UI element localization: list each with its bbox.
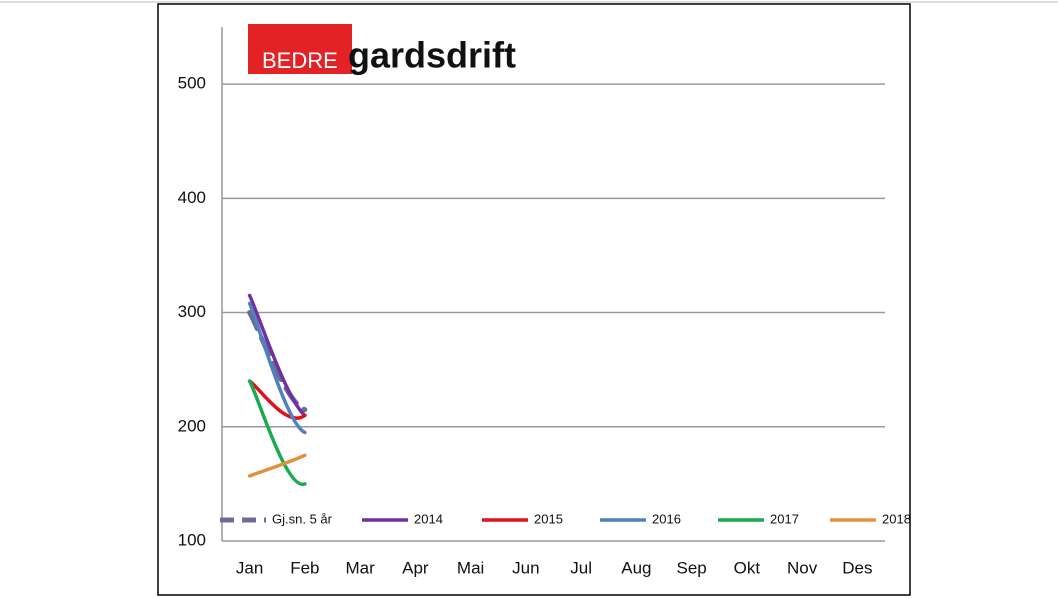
x-tick-label: Apr — [402, 558, 429, 577]
x-tick-label: Jul — [570, 558, 592, 577]
x-tick-label: Des — [842, 558, 872, 577]
x-tick-label: Mar — [345, 558, 375, 577]
x-tick-label: Aug — [621, 558, 651, 577]
x-tick-label: Jun — [512, 558, 539, 577]
legend-label: 2017 — [770, 511, 799, 526]
legend-label: 2016 — [652, 511, 681, 526]
x-tick-label: Sep — [677, 558, 707, 577]
legend-label: 2015 — [534, 511, 563, 526]
series-line — [247, 379, 307, 420]
series-line — [247, 301, 307, 435]
logo-block — [248, 24, 352, 74]
chart-frame — [157, 3, 911, 596]
x-tick-label: Feb — [290, 558, 319, 577]
series-line — [247, 379, 307, 486]
y-tick-label: 400 — [178, 188, 206, 207]
series-line — [247, 453, 307, 478]
x-tick-label: Nov — [787, 558, 818, 577]
x-tick-label: Mai — [457, 558, 484, 577]
logo-left: BEDRE — [262, 48, 338, 73]
y-tick-label: 500 — [178, 74, 206, 93]
series-line — [247, 310, 308, 413]
logo-right: gardsdrift — [348, 35, 516, 76]
y-tick-label: 300 — [178, 302, 206, 321]
y-tick-label: 100 — [178, 530, 206, 549]
legend-label: 2014 — [414, 511, 443, 526]
y-tick-label: 200 — [178, 416, 206, 435]
legend-label: Gj.sn. 5 år — [272, 511, 333, 526]
x-tick-label: Okt — [734, 558, 761, 577]
x-tick-label: Jan — [236, 558, 263, 577]
series-line — [247, 293, 307, 418]
legend-label: 2018 — [882, 511, 911, 526]
